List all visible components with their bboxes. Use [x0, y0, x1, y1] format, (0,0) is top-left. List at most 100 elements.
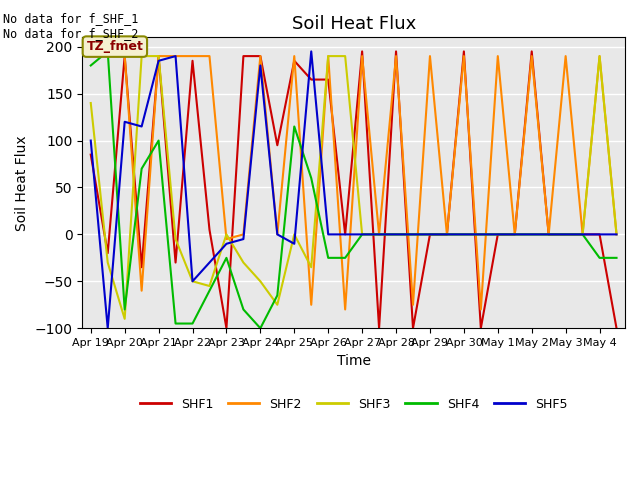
SHF5 — [426, 231, 434, 237]
SHF3 — [87, 100, 95, 106]
SHF4 — [138, 166, 145, 171]
SHF1 — [612, 325, 620, 331]
SHF3 — [273, 302, 281, 308]
SHF5 — [477, 231, 484, 237]
SHF3 — [341, 53, 349, 59]
SHF2 — [443, 231, 451, 237]
SHF5 — [291, 241, 298, 247]
SHF1 — [223, 325, 230, 331]
SHF4 — [273, 292, 281, 298]
SHF2 — [291, 53, 298, 59]
SHF1 — [189, 58, 196, 64]
SHF1 — [341, 231, 349, 237]
SHF1 — [257, 53, 264, 59]
SHF2 — [273, 231, 281, 237]
SHF4 — [324, 255, 332, 261]
SHF5 — [307, 48, 315, 54]
SHF2 — [562, 53, 570, 59]
SHF1 — [205, 227, 213, 233]
SHF2 — [596, 53, 604, 59]
SHF3 — [121, 316, 129, 322]
SHF5 — [257, 62, 264, 68]
SHF3 — [172, 236, 179, 242]
SHF5 — [392, 231, 400, 237]
SHF5 — [273, 231, 281, 237]
SHF4 — [426, 231, 434, 237]
SHF4 — [104, 48, 111, 54]
SHF5 — [172, 53, 179, 59]
SHF3 — [443, 231, 451, 237]
SHF4 — [477, 231, 484, 237]
SHF3 — [579, 231, 586, 237]
SHF5 — [612, 231, 620, 237]
SHF5 — [87, 138, 95, 144]
SHF4 — [494, 231, 502, 237]
SHF3 — [375, 231, 383, 237]
SHF3 — [205, 283, 213, 289]
SHF2 — [460, 53, 468, 59]
SHF4 — [443, 231, 451, 237]
SHF5 — [341, 231, 349, 237]
SHF1 — [562, 231, 570, 237]
SHF2 — [138, 288, 145, 294]
SHF3 — [392, 231, 400, 237]
SHF5 — [138, 123, 145, 129]
SHF2 — [579, 231, 586, 237]
SHF1 — [291, 58, 298, 64]
SHF5 — [494, 231, 502, 237]
SHF2 — [612, 231, 620, 237]
SHF4 — [596, 255, 604, 261]
SHF5 — [239, 236, 247, 242]
SHF5 — [205, 260, 213, 265]
Line: SHF5: SHF5 — [91, 51, 616, 328]
Text: TZ_fmet: TZ_fmet — [86, 40, 143, 53]
SHF5 — [545, 231, 552, 237]
SHF4 — [121, 307, 129, 312]
SHF5 — [324, 231, 332, 237]
SHF2 — [87, 53, 95, 59]
SHF3 — [223, 231, 230, 237]
SHF3 — [138, 53, 145, 59]
SHF2 — [189, 53, 196, 59]
SHF5 — [375, 231, 383, 237]
SHF5 — [189, 278, 196, 284]
SHF3 — [612, 231, 620, 237]
SHF2 — [324, 53, 332, 59]
SHF5 — [443, 231, 451, 237]
SHF5 — [596, 231, 604, 237]
SHF4 — [223, 255, 230, 261]
SHF2 — [307, 302, 315, 308]
SHF1 — [138, 264, 145, 270]
SHF3 — [189, 278, 196, 284]
SHF1 — [392, 48, 400, 54]
SHF4 — [307, 175, 315, 181]
SHF1 — [494, 231, 502, 237]
SHF4 — [528, 231, 536, 237]
SHF3 — [545, 231, 552, 237]
Y-axis label: Soil Heat Flux: Soil Heat Flux — [15, 135, 29, 230]
Title: Soil Heat Flux: Soil Heat Flux — [291, 15, 416, 33]
SHF1 — [426, 231, 434, 237]
SHF4 — [341, 255, 349, 261]
SHF2 — [172, 53, 179, 59]
Text: No data for f_SHF_1
No data for f_SHF_2: No data for f_SHF_1 No data for f_SHF_2 — [3, 12, 139, 40]
SHF2 — [257, 53, 264, 59]
Legend: SHF1, SHF2, SHF3, SHF4, SHF5: SHF1, SHF2, SHF3, SHF4, SHF5 — [134, 393, 573, 416]
SHF2 — [477, 307, 484, 312]
SHF1 — [121, 53, 129, 59]
Line: SHF3: SHF3 — [91, 56, 616, 319]
SHF3 — [562, 231, 570, 237]
SHF5 — [121, 119, 129, 125]
SHF1 — [545, 231, 552, 237]
SHF5 — [104, 325, 111, 331]
SHF1 — [155, 53, 163, 59]
SHF2 — [426, 53, 434, 59]
SHF1 — [443, 231, 451, 237]
SHF4 — [155, 138, 163, 144]
X-axis label: Time: Time — [337, 353, 371, 368]
SHF4 — [511, 231, 518, 237]
SHF2 — [392, 53, 400, 59]
SHF2 — [494, 53, 502, 59]
SHF3 — [528, 231, 536, 237]
SHF2 — [205, 53, 213, 59]
